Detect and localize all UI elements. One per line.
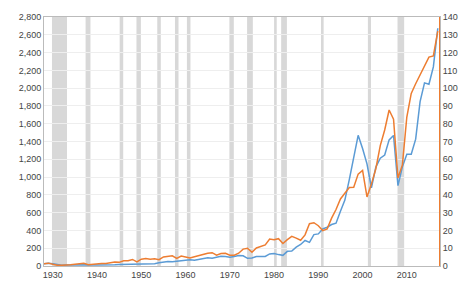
svg-text:90: 90 xyxy=(443,101,453,111)
svg-text:1,200: 1,200 xyxy=(19,154,42,164)
svg-text:10: 10 xyxy=(443,243,453,253)
svg-text:110: 110 xyxy=(443,66,457,76)
svg-text:1970: 1970 xyxy=(220,270,240,280)
svg-text:1940: 1940 xyxy=(87,270,107,280)
svg-text:1980: 1980 xyxy=(264,270,284,280)
svg-text:2,800: 2,800 xyxy=(19,12,42,22)
svg-text:200: 200 xyxy=(26,243,41,253)
svg-text:1960: 1960 xyxy=(176,270,196,280)
svg-text:2010: 2010 xyxy=(397,270,417,280)
svg-text:1,400: 1,400 xyxy=(19,137,42,147)
svg-text:1990: 1990 xyxy=(308,270,328,280)
svg-text:120: 120 xyxy=(443,48,458,58)
svg-text:60: 60 xyxy=(443,154,453,164)
svg-text:130: 130 xyxy=(443,30,458,40)
svg-text:400: 400 xyxy=(26,226,41,236)
svg-text:2,600: 2,600 xyxy=(19,30,42,40)
svg-text:1950: 1950 xyxy=(131,270,151,280)
svg-text:0: 0 xyxy=(36,261,41,271)
svg-text:1,800: 1,800 xyxy=(19,101,42,111)
svg-text:40: 40 xyxy=(443,190,453,200)
svg-text:1930: 1930 xyxy=(43,270,63,280)
svg-text:2,200: 2,200 xyxy=(19,66,42,76)
svg-text:2,000: 2,000 xyxy=(19,83,42,93)
svg-text:20: 20 xyxy=(443,226,453,236)
svg-text:80: 80 xyxy=(443,119,453,129)
svg-text:600: 600 xyxy=(26,208,41,218)
svg-text:140: 140 xyxy=(443,12,458,22)
svg-text:30: 30 xyxy=(443,208,453,218)
svg-text:800: 800 xyxy=(26,190,41,200)
svg-text:1,600: 1,600 xyxy=(19,119,42,129)
svg-text:2,400: 2,400 xyxy=(19,48,42,58)
svg-text:1,000: 1,000 xyxy=(19,172,42,182)
svg-text:100: 100 xyxy=(443,83,458,93)
svg-text:2000: 2000 xyxy=(353,270,373,280)
svg-text:0: 0 xyxy=(443,261,448,271)
svg-text:70: 70 xyxy=(443,137,453,147)
svg-text:50: 50 xyxy=(443,172,453,182)
